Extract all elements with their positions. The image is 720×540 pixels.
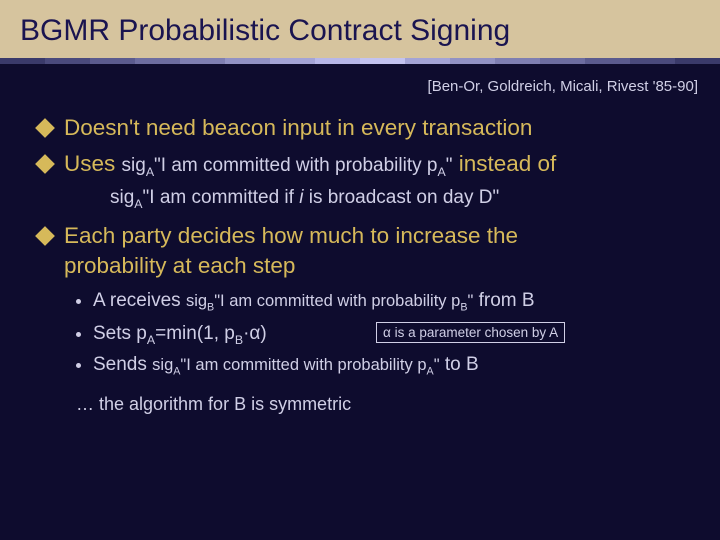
sub-3: Sends sigA"I am committed with probabili… xyxy=(76,353,692,379)
sub-2-text: Sets pA=min(1, pB·α) xyxy=(93,322,267,348)
bullet-3-text: Each party decides how much to increase … xyxy=(64,221,518,282)
box-text: is a parameter chosen by A xyxy=(391,325,558,340)
bullet-2: Uses sigA"I am committed with probabilit… xyxy=(38,149,692,180)
bullet-2-line2: sigA"I am committed if i is broadcast on… xyxy=(110,187,692,211)
b3l1: Each party decides how much to increase … xyxy=(64,223,518,248)
dot-icon xyxy=(76,363,81,368)
s2close: ) xyxy=(260,323,266,344)
content: Doesn't need beacon input in every trans… xyxy=(0,113,720,415)
q2: "I am committed if xyxy=(143,187,300,208)
bullet-1-text: Doesn't need beacon input in every trans… xyxy=(64,113,532,143)
sig: sig xyxy=(122,155,146,176)
diamond-icon xyxy=(35,118,55,138)
s2alpha: α xyxy=(249,323,260,344)
s3q: "I am committed with probability p xyxy=(180,356,426,374)
title-bar: BGMR Probabilistic Contract Signing xyxy=(0,0,720,58)
bullet-1: Doesn't need beacon input in every trans… xyxy=(38,113,692,143)
rest2: is broadcast on day D" xyxy=(303,187,499,208)
sub-2: Sets pA=min(1, pB·α) α is a parameter ch… xyxy=(76,322,692,348)
sub2: A xyxy=(134,197,142,211)
sub-1-text: A receives sigB"I am committed with prob… xyxy=(93,289,535,315)
b3l2: probability at each step xyxy=(64,253,295,278)
s2sub: A xyxy=(147,332,155,346)
dot-icon xyxy=(76,299,81,304)
s2sub2: B xyxy=(235,332,243,346)
s3psub: A xyxy=(427,366,434,378)
s2pre: Sets p xyxy=(93,323,147,344)
sub-1: A receives sigB"I am committed with prob… xyxy=(76,289,692,315)
bullet-3: Each party decides how much to increase … xyxy=(38,221,692,282)
diamond-icon xyxy=(35,154,55,174)
alpha-note-box: α is a parameter chosen by A xyxy=(376,322,565,343)
box-alpha: α xyxy=(383,325,391,340)
divider xyxy=(0,58,720,64)
s1sig: sig xyxy=(186,292,207,310)
s3sm: sigA"I am committed with probability pA" xyxy=(152,356,439,374)
slide-title: BGMR Probabilistic Contract Signing xyxy=(20,14,700,48)
closing-line: … the algorithm for B is symmetric xyxy=(76,394,692,415)
instead: instead of xyxy=(452,151,556,176)
s1from: from B xyxy=(473,290,534,311)
s1sm: sigB"I am committed with probability pB" xyxy=(186,292,473,310)
s3to: to B xyxy=(440,354,479,375)
sub-a: A xyxy=(146,165,154,179)
sub-bullets: A receives sigB"I am committed with prob… xyxy=(76,289,692,379)
sig2: sig xyxy=(110,187,134,208)
s3pre: Sends xyxy=(93,354,152,375)
s1q: "I am committed with probability p xyxy=(214,292,460,310)
sub-3-text: Sends sigA"I am committed with probabili… xyxy=(93,353,479,379)
s2mid: =min(1, p xyxy=(155,323,235,344)
quote: "I am committed with probability p xyxy=(154,155,437,176)
s1pre: A receives xyxy=(93,290,186,311)
dot-icon xyxy=(76,332,81,337)
bullet-2-text: Uses sigA"I am committed with probabilit… xyxy=(64,149,556,180)
s3sig: sig xyxy=(152,356,173,374)
diamond-icon xyxy=(35,226,55,246)
citation: [Ben-Or, Goldreich, Micali, Rivest '85-9… xyxy=(0,64,720,113)
sig-text: sigA"I am committed with probability pA" xyxy=(122,155,453,176)
word-uses: Uses xyxy=(64,151,122,176)
psub: A xyxy=(437,165,445,179)
